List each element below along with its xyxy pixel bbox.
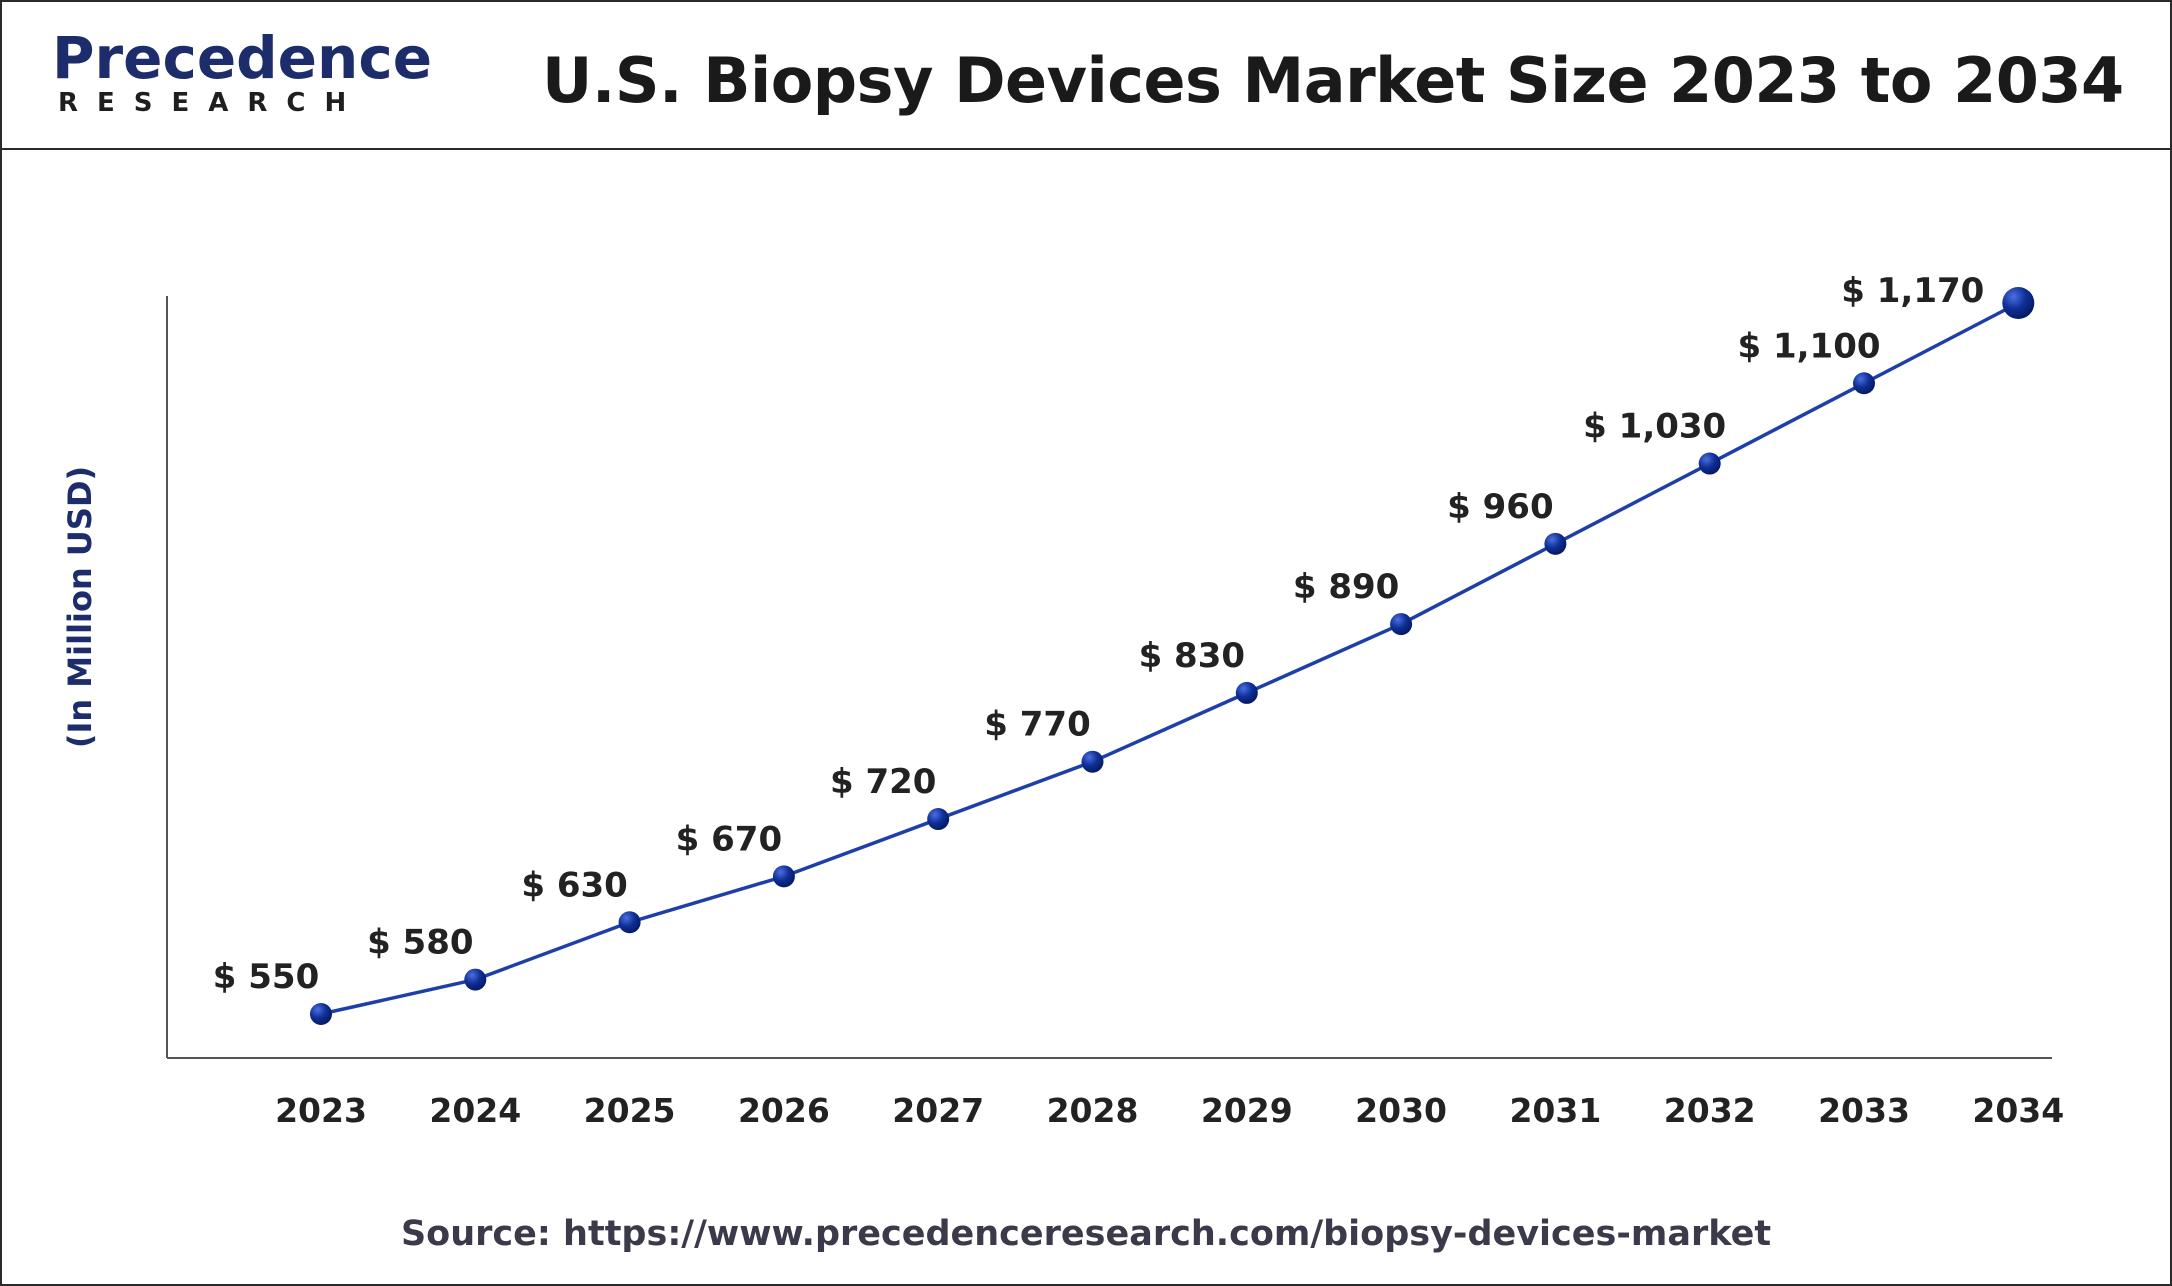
data-label-2026: $ 670 <box>676 819 782 859</box>
x-tick-label: 2029 <box>1201 1091 1293 1130</box>
data-label-2027: $ 720 <box>830 762 936 802</box>
series-line <box>320 301 2020 1016</box>
x-tick-label: 2024 <box>429 1091 521 1130</box>
data-point-2030 <box>1390 613 1413 636</box>
data-point-2026 <box>772 865 795 888</box>
data-label-2032: $ 1,030 <box>1583 407 1726 447</box>
data-label-2033: $ 1,100 <box>1737 326 1880 366</box>
x-tick-label: 2030 <box>1355 1091 1447 1130</box>
data-point-2032 <box>1698 452 1721 475</box>
source-note: Source: https://www.precedenceresearch.c… <box>400 1214 1772 1254</box>
x-tick-label: 2027 <box>892 1091 984 1130</box>
x-tick-label: 2034 <box>1972 1091 2064 1130</box>
data-point-2027 <box>927 808 950 831</box>
data-point-2023 <box>310 1003 332 1025</box>
x-tick-label: 2023 <box>275 1091 367 1130</box>
data-point-2031 <box>1544 532 1567 555</box>
x-tick-label: 2033 <box>1818 1091 1910 1130</box>
logo-wordmark: Precedence <box>52 24 433 92</box>
data-point-2029 <box>1235 681 1258 704</box>
header-bar: Precedence RESEARCH U.S. Biopsy Devices … <box>2 2 2170 150</box>
data-label-2029: $ 830 <box>1139 636 1245 676</box>
data-label-2023: $ 550 <box>213 957 319 997</box>
x-tick-label: 2026 <box>738 1091 830 1130</box>
chart-title: U.S. Biopsy Devices Market Size 2023 to … <box>542 44 2124 117</box>
data-label-2034: $ 1,170 <box>1841 271 1984 311</box>
data-point-2024 <box>464 968 487 991</box>
data-label-2024: $ 580 <box>367 923 473 963</box>
x-tick-label: 2028 <box>1047 1091 1139 1130</box>
data-label-2028: $ 770 <box>984 705 1090 745</box>
data-label-2031: $ 960 <box>1447 487 1553 527</box>
logo-subtitle: RESEARCH <box>58 88 366 118</box>
data-point-2033 <box>1853 372 1875 395</box>
data-label-2030: $ 890 <box>1293 567 1399 607</box>
data-point-2034 <box>2002 287 2035 319</box>
data-point-2028 <box>1081 750 1104 773</box>
data-point-2025 <box>618 911 641 934</box>
x-tick-label: 2032 <box>1664 1091 1756 1130</box>
data-label-2025: $ 630 <box>521 865 627 905</box>
brand-logo: Precedence RESEARCH <box>52 24 432 124</box>
x-tick-label: 2025 <box>584 1091 676 1130</box>
x-tick-label: 2031 <box>1509 1091 1601 1130</box>
